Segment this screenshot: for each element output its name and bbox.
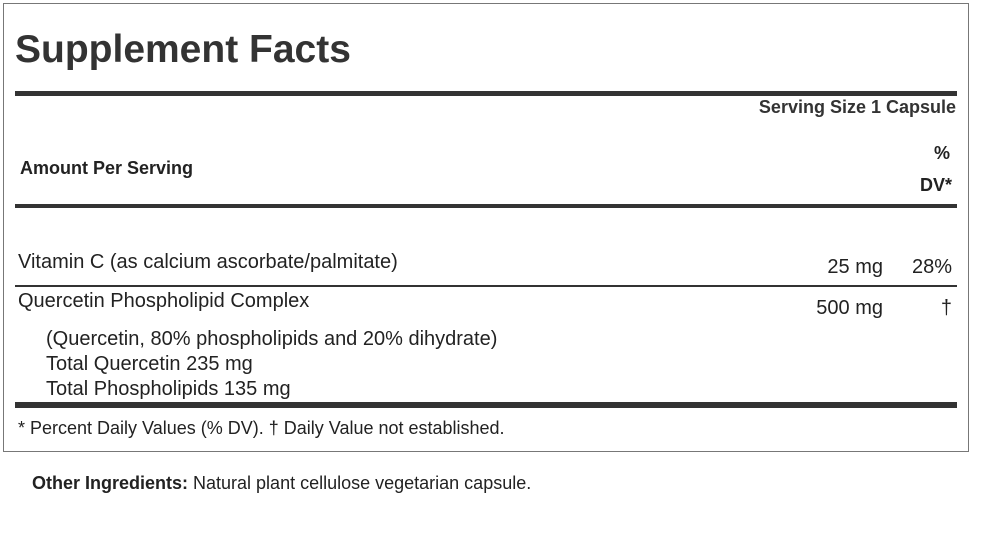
- nutrient-dv: 28%: [911, 256, 952, 278]
- other-ingredients-label: Other Ingredients:: [32, 473, 189, 493]
- thick-divider: [15, 204, 957, 208]
- amount-per-serving-header: Amount Per Serving: [20, 158, 194, 178]
- serving-size: Serving Size 1 Capsule: [758, 97, 956, 117]
- thick-divider: [15, 91, 957, 96]
- nutrient-detail: Total Quercetin 235 mg: [46, 353, 253, 375]
- nutrient-amount: 25 mg: [827, 256, 883, 278]
- nutrient-amount: 500 mg: [816, 297, 883, 319]
- nutrient-name: Vitamin C (as calcium ascorbate/palmitat…: [18, 251, 398, 273]
- footnote: * Percent Daily Values (% DV). † Daily V…: [18, 418, 505, 438]
- supplement-facts-panel: [3, 3, 969, 452]
- nutrient-name: Quercetin Phospholipid Complex: [18, 290, 310, 312]
- other-ingredients: Other Ingredients: Natural plant cellulo…: [32, 473, 531, 494]
- thick-divider: [15, 402, 957, 408]
- nutrient-detail: Total Phospholipids 135 mg: [46, 378, 291, 400]
- other-ingredients-text: Natural plant cellulose vegetarian capsu…: [188, 473, 532, 493]
- panel-title: Supplement Facts: [15, 28, 351, 71]
- nutrient-dv: †: [940, 297, 952, 319]
- thin-divider: [15, 285, 957, 287]
- dv-header-percent: %: [933, 143, 950, 163]
- dv-header-dv: DV*: [919, 175, 952, 195]
- nutrient-detail: (Quercetin, 80% phospholipids and 20% di…: [46, 328, 498, 350]
